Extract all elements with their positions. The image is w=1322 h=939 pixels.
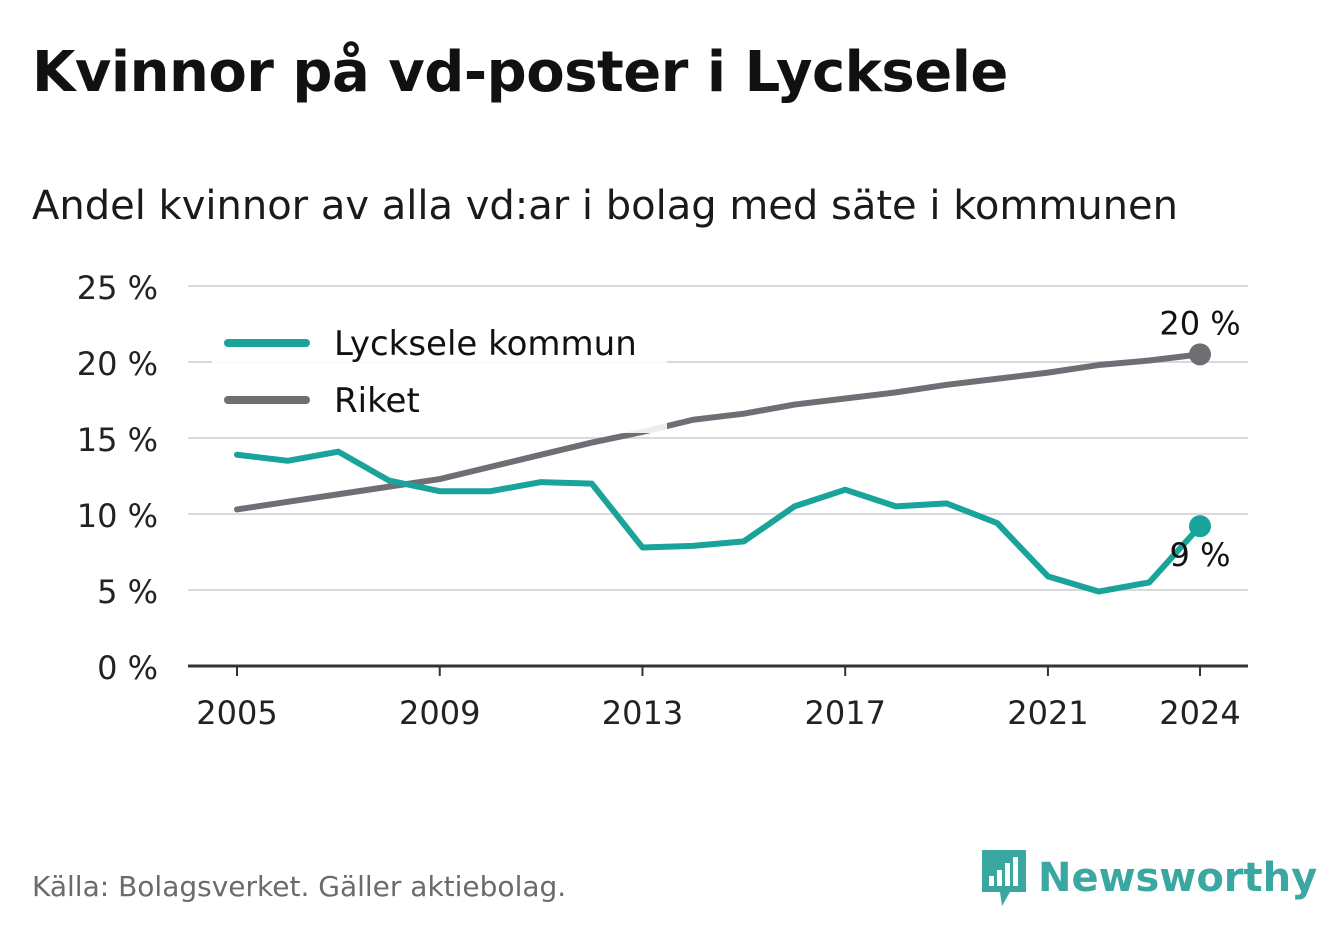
x-tick-label: 2013	[602, 694, 683, 732]
end-value-label: 9 %	[1170, 536, 1231, 574]
newsworthy-logo-icon	[982, 850, 1026, 906]
x-tick-label: 2021	[1007, 694, 1088, 732]
brand-name: Newsworthy	[1038, 855, 1318, 901]
x-tick-label: 2005	[196, 694, 277, 732]
x-axis-ticks: 2005 2009 2013 2017 2021 2024	[196, 666, 1241, 732]
end-point-marker	[1189, 343, 1211, 366]
y-tick-label: 5 %	[97, 573, 158, 611]
grid-lines	[188, 285, 1248, 668]
end-value-label: 20 %	[1159, 304, 1240, 342]
y-tick-label: 20 %	[77, 345, 158, 383]
y-tick-label: 10 %	[77, 497, 158, 535]
legend-background	[212, 315, 667, 433]
y-tick-label: 25 %	[77, 269, 158, 307]
source-note: Källa: Bolagsverket. Gäller aktiebolag.	[32, 870, 567, 903]
y-axis-ticks: 0 % 5 % 10 % 15 % 20 % 25 %	[77, 269, 158, 687]
end-point-marker	[1189, 515, 1211, 538]
y-tick-label: 15 %	[77, 421, 158, 459]
legend-label: Lycksele kommun	[334, 324, 637, 364]
chart-title: Kvinnor på vd-poster i Lycksele	[32, 40, 1008, 105]
series-line	[234, 448, 1203, 595]
x-tick-label: 2017	[804, 694, 885, 732]
end-labels: 9 % 20 %	[1159, 304, 1240, 574]
chart-subtitle: Andel kvinnor av alla vd:ar i bolag med …	[32, 183, 1178, 229]
x-tick-label: 2009	[399, 694, 480, 732]
legend-label: Riket	[334, 381, 420, 421]
legend: Lycksele kommun Riket	[212, 315, 667, 433]
x-tick-label: 2024	[1159, 694, 1240, 732]
brand-logo: Newsworthy	[980, 848, 1317, 908]
series-lines	[234, 343, 1211, 595]
y-tick-label: 0 %	[97, 649, 158, 687]
